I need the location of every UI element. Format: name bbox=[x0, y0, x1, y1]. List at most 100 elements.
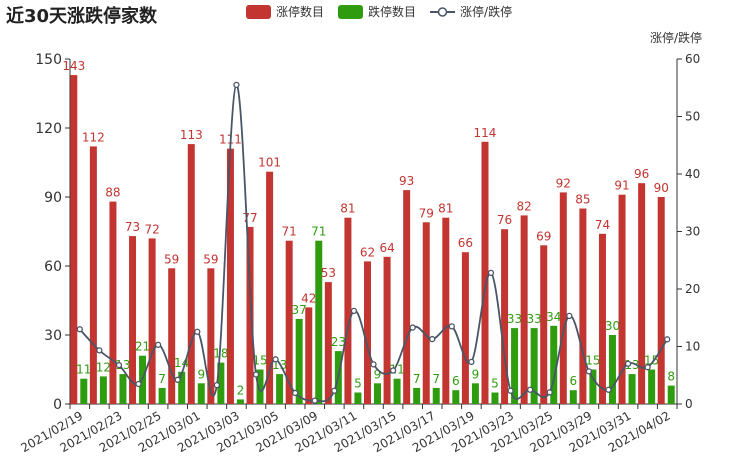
y-right-tick-label: 40 bbox=[685, 167, 700, 181]
bar-limit-up bbox=[364, 261, 371, 404]
bar-label-limit-down: 23 bbox=[331, 335, 346, 349]
y-right-tick-label: 30 bbox=[685, 225, 700, 239]
bar-limit-up bbox=[207, 268, 215, 404]
legend-label-limit-up: 涨停数目 bbox=[276, 5, 325, 19]
bar-limit-down bbox=[648, 369, 656, 404]
bar-limit-down bbox=[667, 385, 675, 404]
legend-label-limit-down: 跌停数目 bbox=[368, 5, 417, 19]
bar-label-limit-down: 33 bbox=[507, 312, 522, 326]
bar-limit-up bbox=[403, 190, 411, 404]
y-right-axis-label: 涨停/跌停 bbox=[650, 30, 702, 45]
bar-label-limit-down: 12 bbox=[96, 360, 111, 374]
bar-limit-up bbox=[285, 240, 293, 404]
bar-limit-down bbox=[276, 374, 284, 404]
bar-limit-up bbox=[579, 208, 587, 404]
bar-limit-down bbox=[197, 383, 205, 404]
bar-limit-up bbox=[657, 197, 665, 404]
bar-limit-down bbox=[608, 335, 616, 404]
bar-limit-down bbox=[413, 387, 421, 404]
bar-limit-down bbox=[589, 369, 597, 404]
bar-limit-up bbox=[89, 146, 97, 404]
bar-label-limit-up: 81 bbox=[340, 202, 355, 216]
y-left-tick-label: 150 bbox=[35, 52, 62, 68]
chart-title: 近30天涨跌停家数 bbox=[6, 6, 158, 27]
bar-label-limit-up: 101 bbox=[258, 156, 281, 170]
bar-limit-down bbox=[393, 378, 401, 404]
bar-label-limit-down: 33 bbox=[527, 312, 542, 326]
bar-limit-up bbox=[187, 144, 195, 404]
bar-label-limit-up: 73 bbox=[125, 220, 140, 234]
y-left-tick-label: 0 bbox=[53, 397, 62, 413]
bar-limit-down bbox=[236, 399, 244, 404]
ratio-point bbox=[96, 347, 103, 354]
y-left-tick-label: 90 bbox=[44, 190, 62, 206]
bar-label-limit-down: 9 bbox=[472, 367, 480, 381]
ratio-point bbox=[546, 389, 553, 396]
bar-label-limit-down: 13 bbox=[115, 358, 130, 372]
bar-limit-up bbox=[461, 252, 469, 404]
bar-label-limit-down: 15 bbox=[252, 354, 267, 368]
bar-label-limit-down: 34 bbox=[546, 310, 561, 324]
bar-limit-down bbox=[452, 390, 460, 404]
ratio-point bbox=[233, 81, 240, 89]
bar-limit-up bbox=[520, 215, 528, 404]
bar-label-limit-down: 6 bbox=[569, 374, 577, 388]
bar-limit-down bbox=[178, 371, 186, 404]
legend[interactable]: 涨停数目 跌停数目 涨停/跌停 bbox=[246, 3, 526, 20]
ratio-point bbox=[272, 356, 279, 363]
bar-label-limit-up: 143 bbox=[62, 59, 85, 73]
y-right-tick-label: 10 bbox=[685, 340, 700, 354]
ratio-point bbox=[487, 269, 495, 277]
bar-limit-up bbox=[246, 226, 254, 404]
bar-limit-up bbox=[305, 307, 313, 404]
bar-limit-down bbox=[569, 390, 577, 404]
bar-label-limit-down: 5 bbox=[354, 377, 362, 391]
bar-limit-up bbox=[481, 141, 489, 405]
bar-label-limit-up: 114 bbox=[474, 126, 497, 140]
ratio-point bbox=[76, 326, 83, 333]
bar-label-limit-up: 92 bbox=[556, 176, 571, 190]
bar-limit-down bbox=[491, 392, 499, 404]
bar-label-limit-down: 30 bbox=[605, 319, 620, 333]
bar-limit-down bbox=[628, 374, 636, 404]
ratio-point bbox=[194, 328, 201, 335]
legend-item-ratio[interactable]: 涨停/跌停 bbox=[430, 3, 512, 20]
bar-label-limit-up: 77 bbox=[242, 211, 257, 225]
bar-label-limit-up: 62 bbox=[360, 245, 375, 259]
legend-item-limit-down[interactable]: 跌停数目 bbox=[338, 3, 416, 20]
y-left-tick-label: 30 bbox=[44, 328, 62, 344]
legend-item-limit-up[interactable]: 涨停数目 bbox=[246, 3, 324, 20]
bar-limit-up bbox=[638, 183, 646, 404]
bar-limit-up bbox=[501, 229, 509, 404]
bar-label-limit-down: 7 bbox=[413, 372, 421, 386]
bar-label-limit-down: 7 bbox=[432, 372, 440, 386]
bar-limit-down bbox=[315, 240, 323, 404]
bar-label-limit-up: 88 bbox=[105, 186, 120, 200]
bar-label-limit-up: 76 bbox=[497, 213, 512, 227]
bar-limit-down bbox=[99, 376, 107, 404]
bar-limit-down bbox=[158, 387, 166, 404]
bar-limit-up bbox=[109, 201, 117, 404]
bar-label-limit-down: 9 bbox=[197, 367, 205, 381]
ratio-point bbox=[292, 389, 299, 397]
bar-label-limit-up: 74 bbox=[595, 218, 610, 232]
bar-label-limit-down: 9 bbox=[374, 367, 382, 381]
ratio-point bbox=[624, 360, 632, 367]
bar-limit-up bbox=[70, 75, 78, 404]
bar-label-limit-up: 71 bbox=[282, 225, 297, 239]
bar-label-limit-up: 82 bbox=[517, 199, 532, 213]
ratio-point bbox=[135, 380, 142, 388]
bar-limit-up bbox=[383, 256, 391, 404]
ratio-point bbox=[370, 361, 377, 368]
bar-limit-down bbox=[471, 383, 479, 404]
ratio-point bbox=[311, 397, 318, 404]
bar-label-limit-up: 79 bbox=[419, 206, 434, 220]
bar-limit-up bbox=[442, 217, 450, 404]
bar-label-limit-down: 37 bbox=[292, 303, 307, 317]
bar-limit-up bbox=[226, 148, 234, 404]
bar-label-limit-up: 69 bbox=[536, 229, 551, 243]
bar-limit-up bbox=[148, 238, 156, 404]
ratio-point bbox=[174, 376, 181, 383]
ratio-point bbox=[252, 371, 260, 378]
